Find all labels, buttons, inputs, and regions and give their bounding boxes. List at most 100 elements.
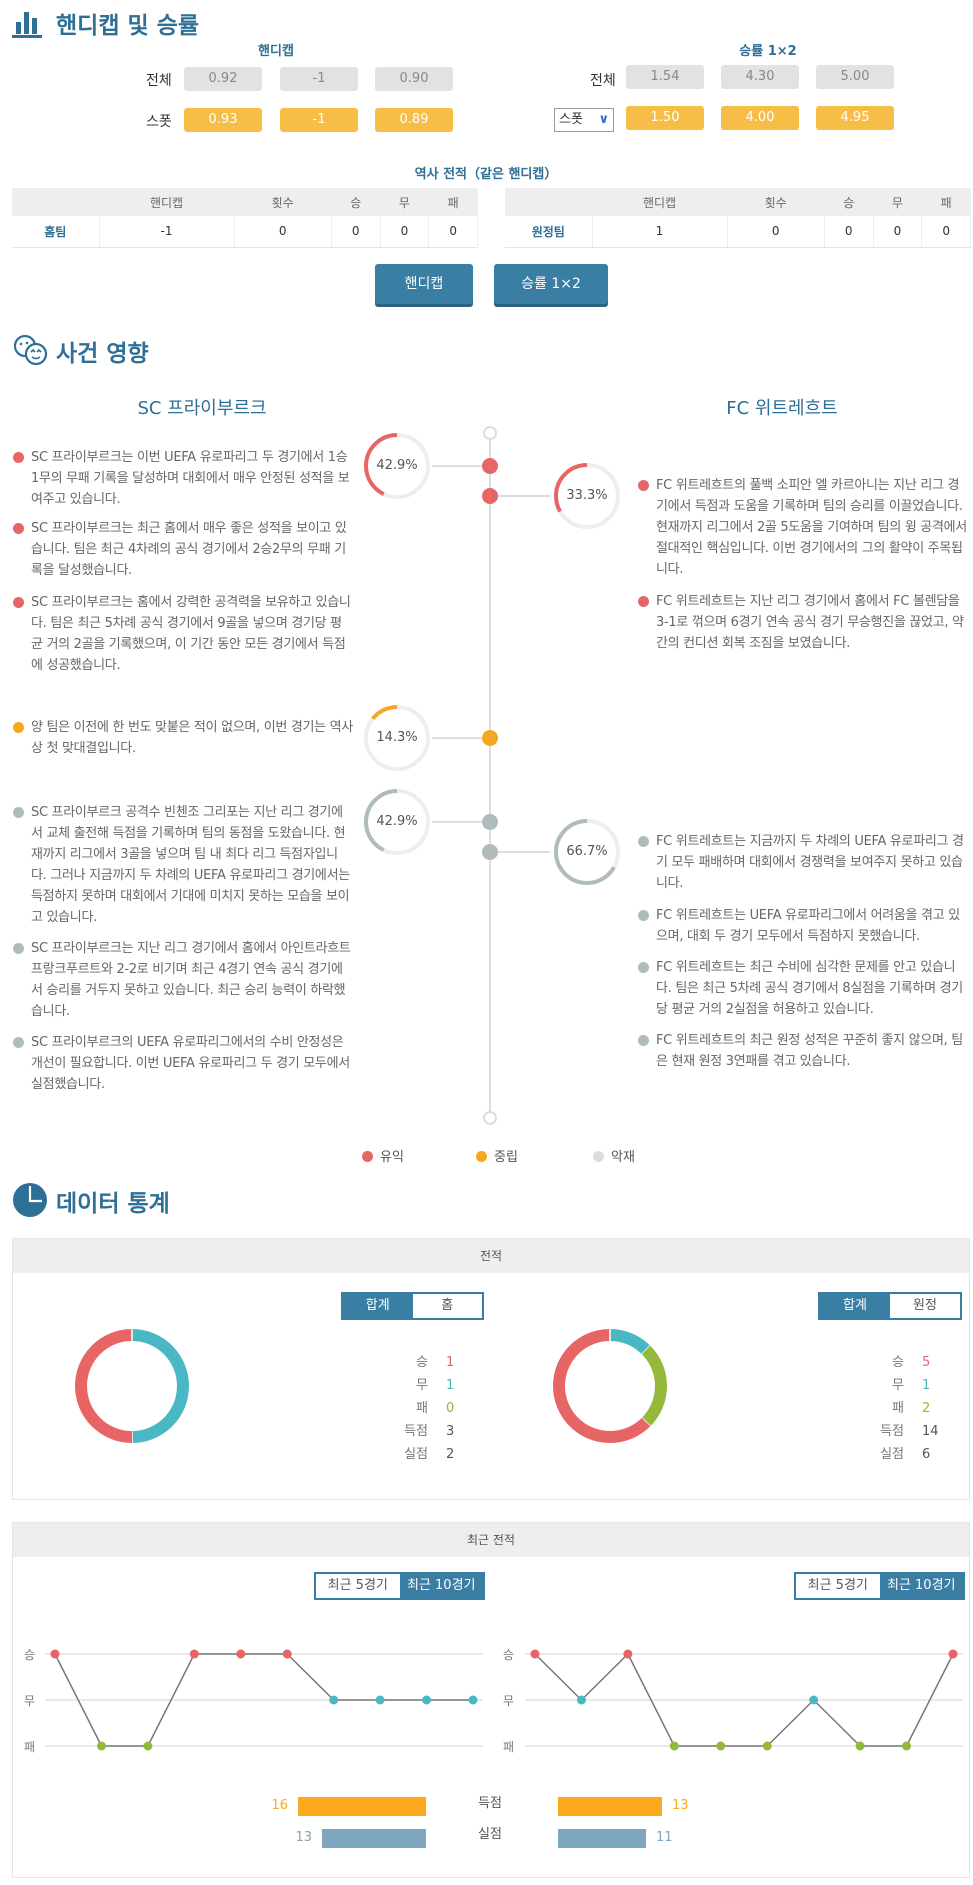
toggle-last-10[interactable]: 최근 10경기 <box>399 1574 483 1598</box>
goals-label: 득점 <box>478 1796 502 1811</box>
win-rate-label: 승률 1×2 <box>739 44 797 59</box>
toggle-last-5[interactable]: 최근 5경기 <box>316 1574 400 1598</box>
cell: 0 <box>873 216 923 248</box>
probability-value: 42.9% <box>376 458 418 473</box>
form-point <box>282 1649 292 1659</box>
away-event-item: FC 위트레흐트는 최근 수비에 심각한 문제를 안고 있습니다. 팀은 최근 … <box>638 957 970 1020</box>
stat-value-text: 2 <box>922 1401 931 1416</box>
toggle-home[interactable]: 홈 <box>412 1294 482 1318</box>
away-record-toggle: 합계 원정 <box>818 1292 962 1320</box>
stat-label-text: 패 <box>416 1401 428 1416</box>
stat-value-text: 1 <box>446 1378 455 1393</box>
stat-value-text: 5 <box>922 1355 931 1370</box>
col-header: 무 <box>380 188 429 216</box>
odds-value: 0.92 <box>184 67 262 91</box>
away-event-item: FC 위트레흐트의 풀백 소피안 엘 카르아니는 지난 리그 경기에서 득점과 … <box>638 475 970 580</box>
stat-label-text: 득점 <box>880 1424 904 1439</box>
bullet-negative-icon <box>638 962 649 973</box>
bookmaker-select[interactable]: 스폿 ∨ <box>554 108 614 132</box>
home-event-item: SC 프라이부르크는 지난 리그 경기에서 홈에서 아인트라흐트 프랑크푸르트와… <box>13 938 353 1022</box>
stat-label-text: 무 <box>416 1378 428 1393</box>
donut-arc <box>364 433 430 499</box>
section-title-odds: 핸디캡 및 승률 <box>56 13 199 39</box>
col-header: 핸디캡 <box>592 188 727 216</box>
cell: 1 <box>592 216 728 248</box>
probability-donut: 14.3% <box>361 702 433 774</box>
bullet-negative-icon <box>638 836 649 847</box>
odds-value: 5.00 <box>816 65 894 89</box>
donut-segment-win <box>75 1329 133 1443</box>
event-text: SC 프라이부르크는 이번 UEFA 유로파리그 두 경기에서 1승1무의 무패… <box>31 450 350 507</box>
win-rate-button[interactable]: 승률 1×2 <box>494 264 608 304</box>
connector <box>432 465 482 467</box>
probability-value: 66.7% <box>566 844 608 859</box>
event-text: 양 팀은 이전에 한 번도 맞붙은 적이 없으며, 이번 경기는 역사상 첫 맞… <box>31 720 353 756</box>
faces-icon <box>13 334 48 366</box>
form-point <box>236 1649 246 1659</box>
odds-value: 0.89 <box>375 108 453 132</box>
legend-dot <box>362 1151 373 1162</box>
toggle-last-5[interactable]: 최근 5경기 <box>796 1574 880 1598</box>
bullet-positive-icon <box>13 452 24 463</box>
timeline-dot-positive <box>482 458 498 474</box>
toggle-last-10[interactable]: 최근 10경기 <box>879 1574 963 1598</box>
connector <box>432 737 482 739</box>
home-conceded-bar <box>322 1829 426 1848</box>
home-event-item: SC 프라이부르크의 UEFA 유로파리그에서의 수비 안정성은 개선이 필요합… <box>13 1032 353 1095</box>
home-event-item: SC 프라이부르크는 홈에서 강력한 공격력을 보유하고 있습니다. 팀은 최근… <box>13 592 353 676</box>
history-title: 역사 전적（같은 핸디캡） <box>414 167 558 182</box>
form-point <box>576 1695 586 1705</box>
timeline-end <box>483 1111 497 1125</box>
toggle-total[interactable]: 합계 <box>343 1294 413 1318</box>
away-recent-toggle: 최근 5경기 최근 10경기 <box>794 1572 965 1600</box>
away-form-chart <box>525 1649 963 1751</box>
cell: 0 <box>428 216 478 248</box>
home-team-name: SC 프라이부르크 <box>137 398 267 419</box>
form-point <box>143 1741 153 1751</box>
away-team-cell: 원정팀 <box>505 216 593 248</box>
home-record-toggle: 합계 홈 <box>341 1292 484 1320</box>
cell: 0 <box>380 216 430 248</box>
away-team-name: FC 위트레흐트 <box>726 398 838 419</box>
col-header: 패 <box>921 188 971 216</box>
bar-value: 13 <box>295 1830 312 1845</box>
handicap-label: 핸디캡 <box>258 44 294 59</box>
axis-label-win: 승 <box>24 1648 36 1662</box>
form-point <box>716 1741 726 1751</box>
probability-donut: 42.9% <box>361 430 433 502</box>
bar-value: 16 <box>271 1798 288 1813</box>
form-point <box>762 1741 772 1751</box>
stat-value-text: 2 <box>446 1447 455 1462</box>
record-panel: 전적 <box>12 1238 970 1500</box>
handicap-button[interactable]: 핸디캡 <box>375 264 473 304</box>
legend-label: 중립 <box>494 1150 518 1165</box>
home-event-item: SC 프라이부르크는 이번 UEFA 유로파리그 두 경기에서 1승1무의 무패… <box>13 447 353 510</box>
probability-donut: 66.7% <box>551 816 623 888</box>
toggle-away[interactable]: 원정 <box>890 1294 960 1318</box>
donut-segment-draw <box>131 1329 189 1443</box>
legend-negative: 악재 <box>593 1146 635 1165</box>
stat-value-text: 6 <box>922 1447 931 1462</box>
bar-chart-icon <box>12 12 42 38</box>
home-goals-bar <box>298 1797 426 1816</box>
cell: 0 <box>234 216 332 248</box>
legend-positive: 유익 <box>362 1146 404 1165</box>
form-point <box>96 1741 106 1751</box>
toggle-total[interactable]: 합계 <box>820 1294 890 1318</box>
away-event-item: FC 위트레흐트는 UEFA 유로파리그에서 어려움을 겪고 있으며, 대회 두… <box>638 905 970 947</box>
odds-value: 0.90 <box>375 67 453 91</box>
col-header: 무 <box>873 188 922 216</box>
stat-label-text: 무 <box>892 1378 904 1393</box>
event-text: SC 프라이부르크는 홈에서 강력한 공격력을 보유하고 있습니다. 팀은 최근… <box>31 595 351 673</box>
stat-label-text: 승 <box>416 1355 428 1370</box>
stat-label: 무 <box>844 1374 904 1397</box>
record-panel-title: 전적 <box>13 1239 969 1273</box>
cell: 0 <box>727 216 825 248</box>
stat-label: 득점 <box>368 1420 428 1443</box>
bullet-negative-icon <box>13 1037 24 1048</box>
stat-label-text: 실점 <box>404 1447 428 1462</box>
stat-label: 승 <box>844 1351 904 1374</box>
stat-label: 패 <box>368 1397 428 1420</box>
stat-label: 득점 <box>844 1420 904 1443</box>
stat-label-text: 승 <box>892 1355 904 1370</box>
